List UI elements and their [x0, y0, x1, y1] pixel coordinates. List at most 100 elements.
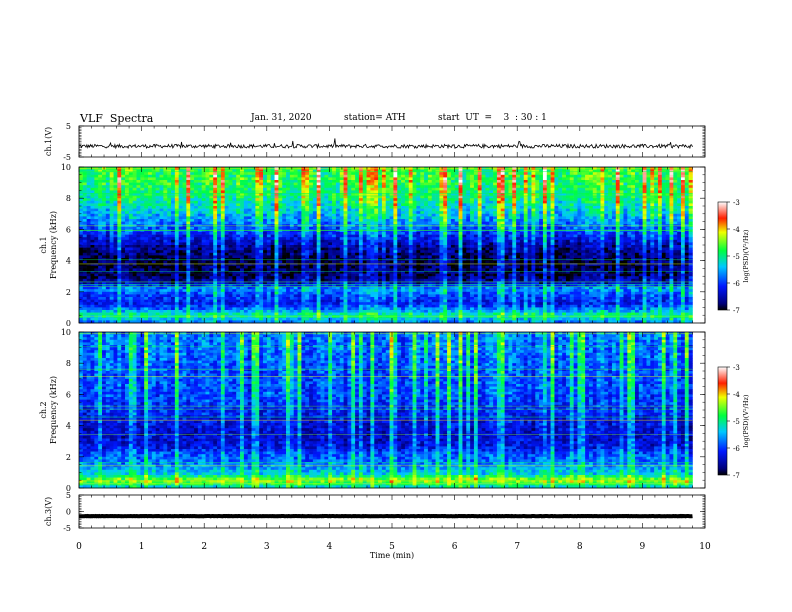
psd-cell: [328, 208, 333, 212]
psd-cell: [477, 208, 482, 212]
psd-cell: [270, 216, 275, 220]
psd-cell: [90, 211, 95, 215]
psd-cell: [389, 226, 394, 230]
psd-cell: [615, 232, 620, 235]
psd-cell: [293, 216, 298, 220]
psd-cell: [144, 226, 149, 230]
psd-cell: [450, 187, 456, 191]
psd-cell: [619, 229, 624, 233]
psd-cell: [270, 239, 275, 243]
psd-cell: [217, 177, 222, 181]
psd-cell: [550, 198, 555, 202]
psd-cell: [201, 208, 206, 212]
psd-cell: [309, 172, 314, 176]
psd-cell: [677, 174, 682, 178]
psd-cell: [508, 177, 513, 181]
psd-cell: [650, 172, 655, 176]
psd-cell: [228, 200, 233, 204]
psd-cell: [263, 216, 268, 220]
psd-cell: [619, 193, 624, 196]
psd-cell: [247, 237, 252, 241]
psd-cell: [673, 237, 678, 241]
psd-cell: [435, 193, 440, 196]
psd-cell: [592, 229, 597, 233]
psd-cell: [263, 177, 268, 181]
psd-cell: [435, 180, 440, 183]
psd-cell: [335, 198, 341, 202]
psd-cell: [573, 211, 578, 215]
psd-cell: [171, 182, 176, 186]
psd-cell: [631, 187, 636, 191]
psd-cell: [82, 180, 87, 183]
psd-cell: [144, 190, 149, 194]
psd-cell: [650, 216, 655, 220]
psd-cell: [312, 232, 318, 235]
psd-cell: [289, 229, 295, 233]
psd-cell: [213, 219, 218, 222]
psd-cell: [98, 226, 103, 230]
psd-cell: [197, 198, 202, 202]
psd-cell: [608, 182, 613, 186]
psd-cell: [140, 177, 145, 181]
psd-cell: [539, 203, 544, 207]
psd-cell: [554, 193, 559, 196]
psd-cell: [512, 187, 517, 191]
psd-cell: [220, 219, 225, 222]
psd-cell: [362, 213, 367, 217]
psd-cell: [144, 239, 149, 243]
psd-cell: [519, 185, 525, 189]
psd-cell: [684, 185, 689, 189]
psd-cell: [684, 234, 689, 238]
psd-cell: [155, 195, 160, 199]
psd-cell: [473, 182, 479, 186]
psd-cell: [358, 203, 364, 207]
psd-cell: [82, 242, 87, 246]
psd-cell: [197, 185, 202, 189]
psd-cell: [673, 177, 678, 181]
psd-cell: [439, 198, 444, 202]
psd-cell: [481, 182, 486, 186]
psd-cell: [263, 232, 268, 235]
psd-cell: [558, 208, 563, 212]
psd-cell: [397, 234, 402, 238]
psd-cell: [412, 172, 417, 176]
psd-cell: [343, 221, 348, 225]
psd-cell: [351, 203, 356, 207]
psd-cell: [493, 226, 498, 230]
psd-cell: [228, 239, 233, 243]
psd-cell: [351, 213, 356, 217]
psd-cell: [677, 234, 682, 238]
psd-cell: [328, 198, 333, 202]
psd-cell: [634, 226, 640, 230]
psd-cell: [431, 182, 436, 186]
psd-cell: [654, 211, 659, 215]
psd-cell: [255, 219, 260, 222]
psd-cell: [527, 237, 532, 241]
psd-cell: [224, 213, 229, 217]
psd-cell: [224, 177, 229, 181]
psd-cell: [109, 226, 114, 230]
psd-cell: [596, 226, 601, 230]
psd-cell: [182, 226, 187, 230]
psd-cell: [148, 187, 153, 191]
psd-cell: [312, 206, 318, 209]
psd-cell: [642, 226, 647, 230]
psd-cell: [82, 187, 87, 191]
psd-cell: [213, 180, 218, 183]
psd-cell: [443, 221, 448, 225]
psd-cell: [347, 198, 352, 202]
psd-cell: [588, 237, 594, 241]
psd-cell: [167, 193, 172, 196]
psd-cell: [393, 172, 398, 176]
psd-cell: [420, 226, 425, 230]
psd-cell: [596, 206, 601, 209]
psd-cell: [378, 187, 383, 191]
psd-cell: [209, 206, 214, 209]
psd-cell: [592, 213, 597, 217]
psd-cell: [558, 198, 563, 202]
psd-cell: [565, 208, 571, 212]
psd-cell: [401, 200, 406, 204]
psd-cell: [650, 237, 655, 241]
psd-cell: [485, 200, 490, 204]
psd-cell: [604, 190, 609, 194]
